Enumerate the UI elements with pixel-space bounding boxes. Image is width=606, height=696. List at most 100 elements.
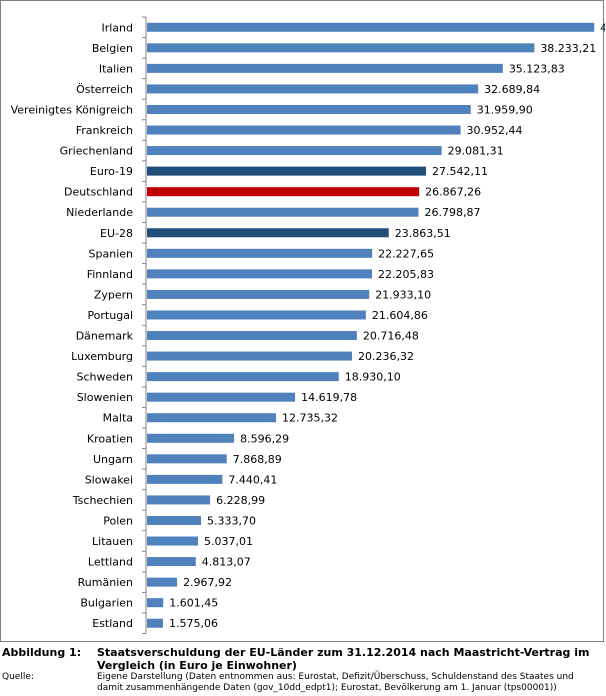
bar [147,146,442,156]
category-label: Schweden [77,371,134,384]
data-label: 18.930,10 [345,371,401,384]
data-label: 12.735,32 [282,412,338,425]
bar [147,248,373,258]
data-label: 44.147,08 [600,21,605,34]
bar [147,577,178,587]
source-text: Eigene Darstellung (Daten entnommen aus:… [97,672,574,693]
bar [147,515,202,525]
category-label: Griechenland [60,145,133,158]
data-label: 20.236,32 [358,350,414,363]
category-label: Slowakei [85,473,133,486]
data-label: 2.967,92 [183,576,232,589]
category-label: Irland [101,21,133,34]
bar [147,618,163,628]
bar [147,392,296,402]
category-label: Tschechien [72,494,133,507]
bar [147,269,372,279]
category-label: Slowenien [77,391,133,404]
category-label: Bulgarien [80,597,133,610]
data-label: 22.205,83 [378,268,434,281]
category-label: EU-28 [100,227,133,240]
bar [147,433,235,443]
data-label: 5.333,70 [207,514,256,527]
bar [147,331,357,341]
bar [147,289,370,299]
labels-layer: Irland 44.147,08 Belgien 38.233,21 Italien 35… [11,21,605,630]
data-label: 1.575,06 [169,617,218,630]
source-label: Quelle: [2,672,34,682]
category-label: Deutschland [64,186,133,199]
category-label: Estland [92,617,133,630]
data-label: 7.868,89 [233,453,282,466]
bar-chart: Irland 44.147,08 Belgien 38.233,21 Italien 35… [11,16,605,634]
data-label: 1.601,45 [169,597,218,610]
category-label: Euro-19 [90,165,133,178]
category-label: Malta [103,412,133,425]
data-label: 30.952,44 [467,124,523,137]
bars-layer [147,22,595,628]
category-label: Österreich [76,83,133,96]
data-label: 14.619,78 [301,391,357,404]
data-label: 7.440,41 [228,473,277,486]
category-label: Zypern [94,288,133,301]
bar [147,84,479,94]
data-label: 23.863,51 [395,227,451,240]
caption-title: Staatsverschuldung der EU-Länder zum 31.… [97,646,590,672]
category-label: Luxemburg [71,350,133,363]
category-label: Rumänien [78,576,133,589]
bar [147,22,595,32]
chart-frame: Irland 44.147,08 Belgien 38.233,21 Italien 35… [0,0,605,642]
bar [147,351,353,361]
category-label: Vereinigtes Königreich [11,103,133,116]
bar [147,63,503,73]
data-label: 27.542,11 [432,165,488,178]
bar [147,495,211,505]
figure-caption: Abbildung 1: Staatsverschuldung der EU-L… [2,646,602,694]
data-label: 5.037,01 [204,535,253,548]
category-label: Ungarn [93,453,133,466]
category-label: Belgien [92,42,133,55]
data-label: 21.933,10 [375,288,431,301]
bar [147,413,277,423]
bar [147,454,227,464]
data-label: 4.813,07 [202,556,251,569]
data-label: 29.081,31 [448,145,504,158]
bar [147,598,164,608]
data-label: 26.798,87 [424,206,480,219]
bar [147,228,389,238]
category-label: Frankreich [76,124,133,137]
data-label: 8.596,29 [240,432,289,445]
category-label: Kroatien [87,432,133,445]
category-label: Dänemark [76,330,134,343]
bar [147,207,419,217]
category-label: Spanien [89,247,134,260]
category-label: Niederlande [66,206,133,219]
bar [147,43,535,53]
bar [147,310,366,320]
category-label: Polen [103,514,133,527]
category-label: Lettland [88,556,133,569]
data-label: 32.689,84 [484,83,540,96]
data-label: 31.959,90 [477,103,533,116]
data-label: 22.227,65 [378,247,434,260]
bar [147,166,427,176]
category-label: Italien [99,62,133,75]
bar [147,474,223,484]
bar [147,187,420,197]
category-label: Litauen [92,535,133,548]
bar [147,536,199,546]
data-label: 6.228,99 [216,494,265,507]
bar [147,372,339,382]
data-label: 35.123,83 [509,62,565,75]
bar [147,125,461,135]
category-label: Finnland [87,268,133,281]
bar [147,557,196,567]
axis-layer [142,16,147,634]
data-label: 20.716,48 [363,330,419,343]
bar [147,104,471,114]
data-label: 21.604,86 [372,309,428,322]
data-label: 26.867,26 [425,186,481,199]
caption-label: Abbildung 1: [2,646,82,659]
category-label: Portugal [87,309,133,322]
data-label: 38.233,21 [540,42,596,55]
